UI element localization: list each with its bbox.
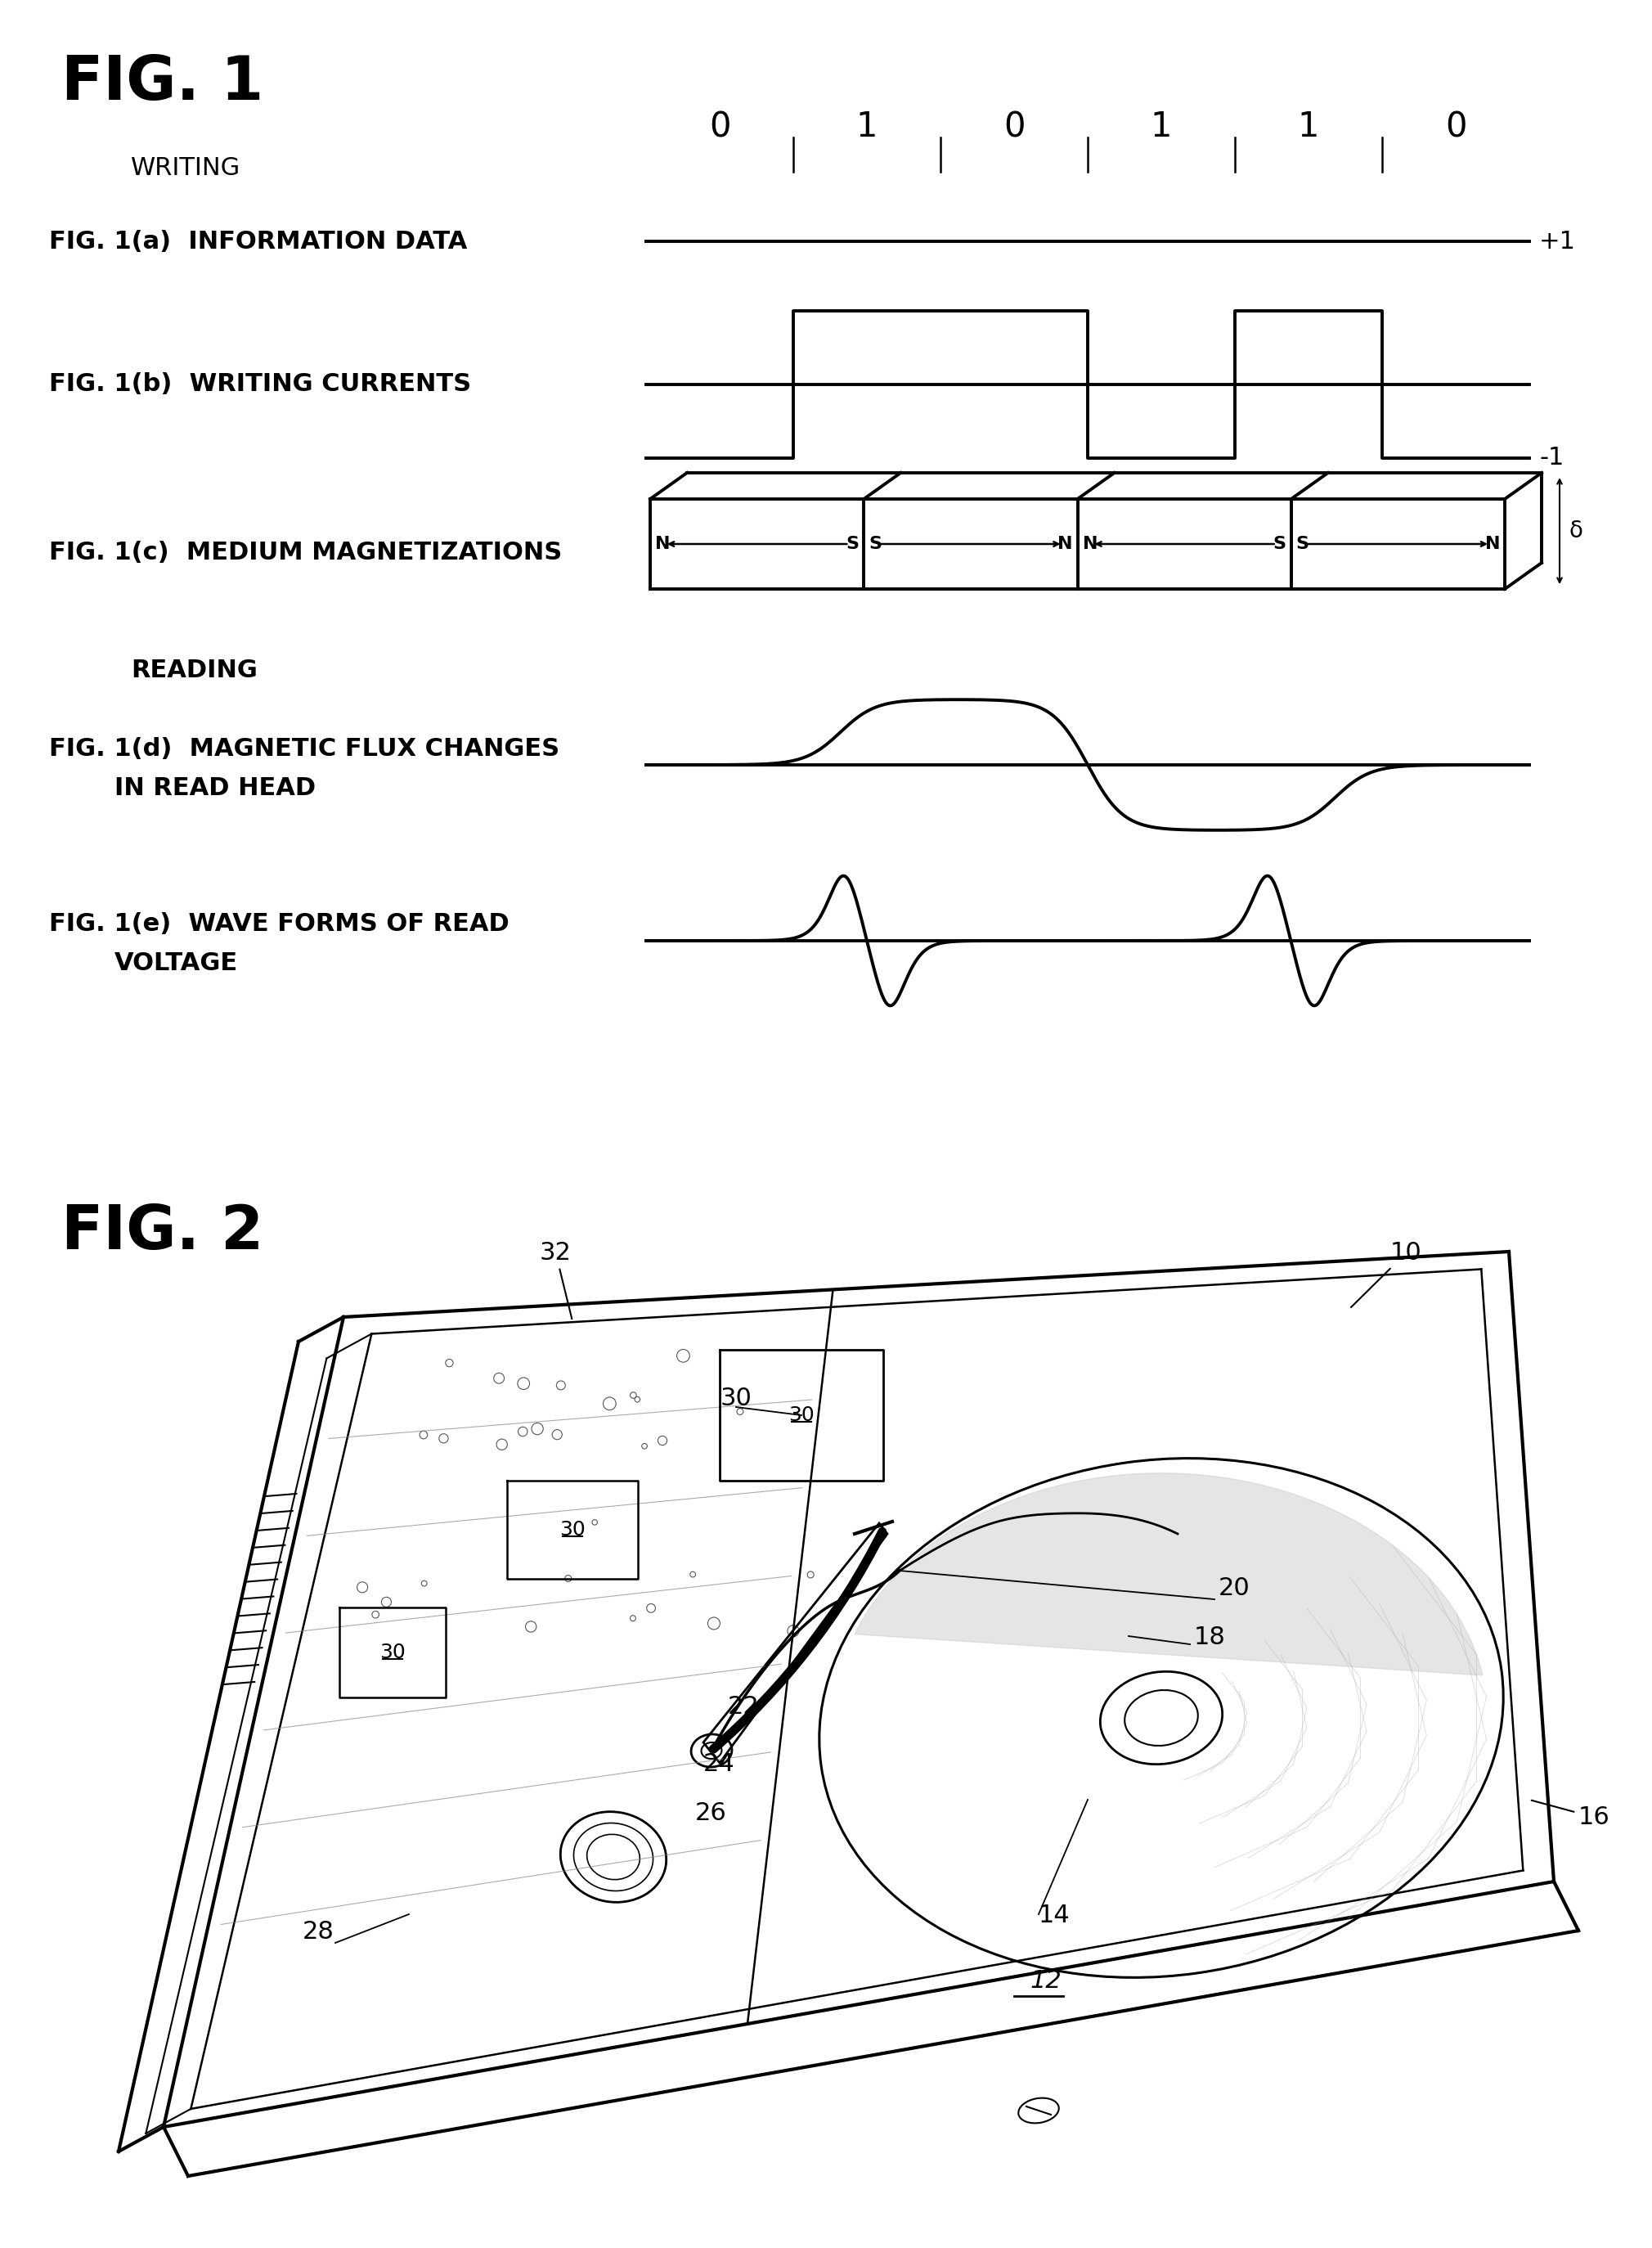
Text: S: S bbox=[869, 535, 882, 553]
Text: 30: 30 bbox=[788, 1405, 814, 1425]
Text: 1: 1 bbox=[1298, 110, 1320, 144]
Text: N: N bbox=[656, 535, 671, 553]
Text: N: N bbox=[1485, 535, 1500, 553]
Text: 18: 18 bbox=[1194, 1625, 1226, 1650]
Text: VOLTAGE: VOLTAGE bbox=[114, 951, 238, 976]
Text: 0: 0 bbox=[1003, 110, 1024, 144]
Text: S: S bbox=[1274, 535, 1287, 553]
Text: 12: 12 bbox=[1031, 1969, 1062, 1992]
Text: 1: 1 bbox=[856, 110, 877, 144]
Text: FIG. 1(b)  WRITING CURRENTS: FIG. 1(b) WRITING CURRENTS bbox=[50, 373, 471, 396]
Text: FIG. 1(d)  MAGNETIC FLUX CHANGES: FIG. 1(d) MAGNETIC FLUX CHANGES bbox=[50, 737, 560, 760]
Text: δ: δ bbox=[1569, 519, 1583, 542]
Text: FIG. 1(c)  MEDIUM MAGNETIZATIONS: FIG. 1(c) MEDIUM MAGNETIZATIONS bbox=[50, 540, 562, 564]
Text: -1: -1 bbox=[1540, 447, 1564, 470]
Text: N: N bbox=[1082, 535, 1097, 553]
Text: 0: 0 bbox=[1446, 110, 1467, 144]
Text: 30: 30 bbox=[560, 1520, 585, 1540]
Text: 26: 26 bbox=[695, 1801, 727, 1825]
Text: S: S bbox=[1297, 535, 1308, 553]
Text: 1: 1 bbox=[1150, 110, 1173, 144]
Text: 30: 30 bbox=[380, 1643, 405, 1661]
Text: FIG. 1: FIG. 1 bbox=[61, 54, 264, 112]
Text: 28: 28 bbox=[302, 1920, 334, 1945]
Text: 16: 16 bbox=[1531, 1801, 1611, 1830]
Text: N: N bbox=[1057, 535, 1072, 553]
Text: 24: 24 bbox=[704, 1751, 735, 1776]
Text: 22: 22 bbox=[729, 1695, 760, 1720]
Text: 30: 30 bbox=[720, 1387, 752, 1412]
Text: 0: 0 bbox=[709, 110, 730, 144]
Text: 32: 32 bbox=[540, 1241, 572, 1320]
Text: S: S bbox=[846, 535, 859, 553]
Text: +1: +1 bbox=[1540, 229, 1576, 254]
Text: 20: 20 bbox=[1219, 1576, 1251, 1601]
Text: 10: 10 bbox=[1351, 1241, 1422, 1308]
Text: FIG. 2: FIG. 2 bbox=[61, 1203, 264, 1261]
Text: 14: 14 bbox=[1039, 1904, 1070, 1927]
Text: FIG. 1(e)  WAVE FORMS OF READ: FIG. 1(e) WAVE FORMS OF READ bbox=[50, 913, 509, 935]
Polygon shape bbox=[854, 1472, 1482, 1675]
Text: WRITING: WRITING bbox=[131, 155, 241, 180]
Text: READING: READING bbox=[131, 659, 258, 683]
Text: IN READ HEAD: IN READ HEAD bbox=[114, 776, 316, 800]
Text: FIG. 1(a)  INFORMATION DATA: FIG. 1(a) INFORMATION DATA bbox=[50, 229, 468, 254]
